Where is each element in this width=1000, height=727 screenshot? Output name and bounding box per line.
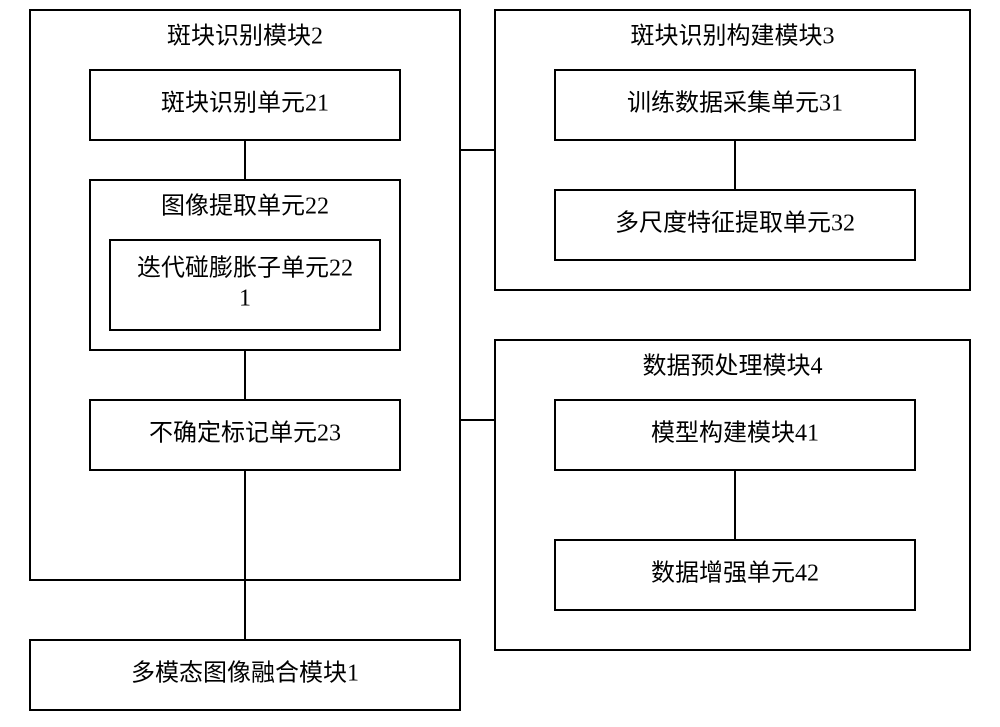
label-u41: 模型构建模块41	[651, 420, 819, 447]
label-u21: 斑块识别单元21	[161, 90, 329, 117]
label-mod1: 多模态图像融合模块1	[131, 660, 359, 687]
label-u221-line1: 1	[239, 286, 251, 312]
label-u31: 训练数据采集单元31	[627, 90, 843, 117]
title-u22: 图像提取单元22	[161, 193, 329, 220]
title-mod4: 数据预处理模块4	[643, 353, 823, 380]
label-u32: 多尺度特征提取单元32	[615, 210, 855, 237]
title-mod3: 斑块识别构建模块3	[631, 23, 835, 50]
title-mod2: 斑块识别模块2	[167, 23, 323, 50]
box-mod3	[495, 10, 970, 290]
label-u221-line0: 迭代碰膨胀子单元22	[137, 255, 353, 282]
label-u42: 数据增强单元42	[651, 560, 819, 587]
box-mod4	[495, 340, 970, 650]
label-u23: 不确定标记单元23	[149, 420, 341, 447]
